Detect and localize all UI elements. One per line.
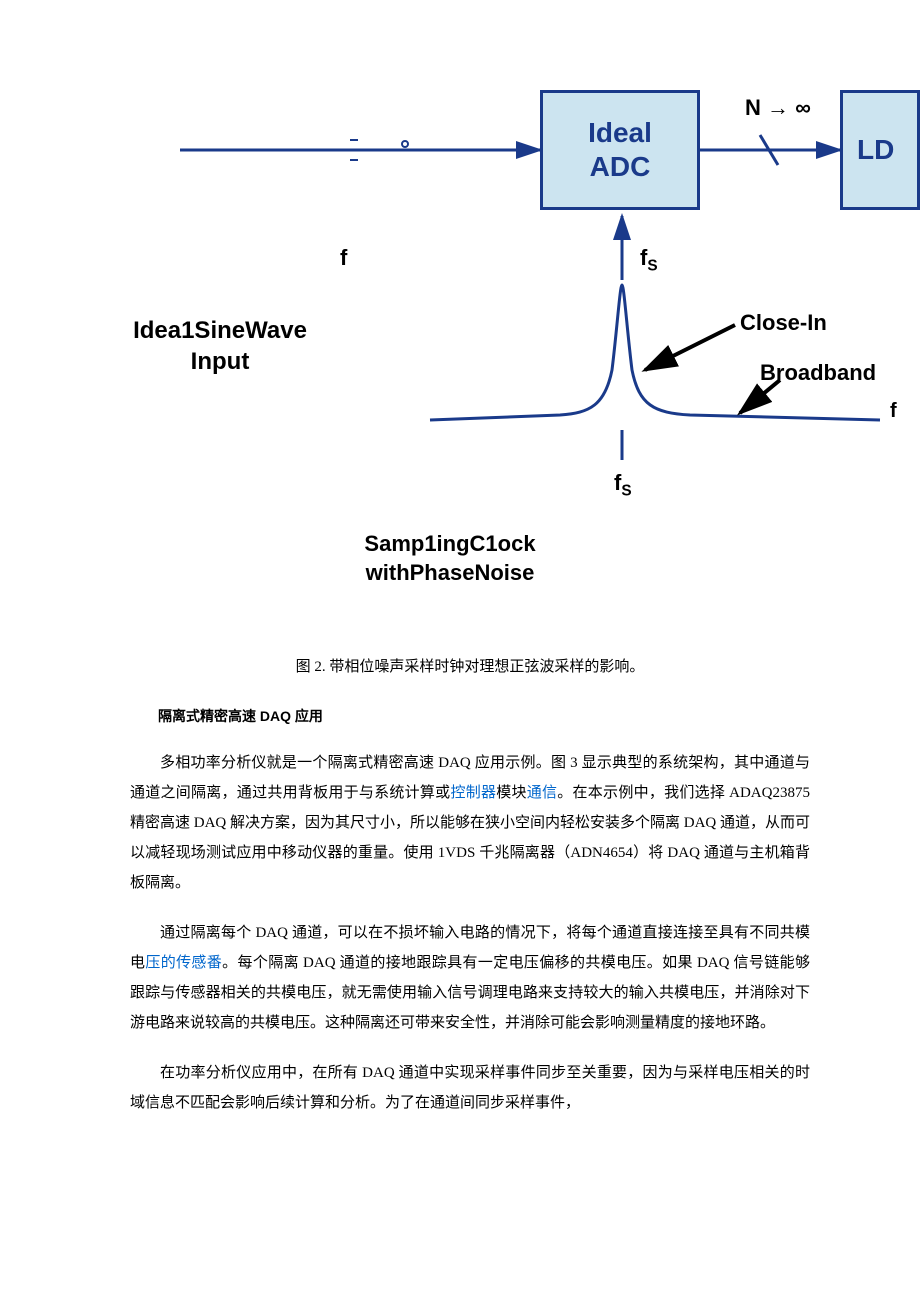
ideal-adc-block: Ideal ADC (540, 90, 700, 210)
para2-text-b: 。每个隔离 DAQ 通道的接地跟踪具有一定电压偏移的共模电压。如果 DAQ 信号… (130, 955, 810, 1031)
ld-block: LD (840, 90, 920, 210)
sampling-clock-label: Samp1ingC1ock withPhaseNoise (320, 530, 580, 587)
sensor-link[interactable]: 压的传感番 (145, 955, 222, 971)
diagram-lines (0, 0, 920, 560)
n-infinity-label: N → ∞ (745, 95, 811, 121)
sine-label-text: Idea1SineWave Input (133, 317, 307, 375)
diagram-figure: Ideal ADC LD N → ∞ f fS fS f Idea1SineWa… (0, 0, 920, 560)
close-in-label: Close-In (740, 310, 827, 336)
section-heading: 隔离式精密高速 DAQ 应用 (158, 706, 810, 726)
fs-bot-sub: S (621, 482, 631, 499)
f-axis-left: f (340, 245, 347, 271)
f-axis-right: f (890, 400, 897, 423)
ideal-sine-input-label: Idea1SineWave Input (110, 315, 330, 377)
paragraph-1: 多相功率分析仪就是一个隔离式精密高速 DAQ 应用示例。图 3 显示典型的系统架… (130, 748, 810, 898)
figure-caption: 图 2. 带相位噪声采样时钟对理想正弦波采样的影响。 (130, 655, 810, 676)
fs-label-bottom: fS (614, 470, 632, 500)
paragraph-3: 在功率分析仪应用中，在所有 DAQ 通道中实现采样事件同步至关重要，因为与采样电… (130, 1058, 810, 1118)
document-body: 图 2. 带相位噪声采样时钟对理想正弦波采样的影响。 隔离式精密高速 DAQ 应… (130, 655, 810, 1138)
fs-top-sub: S (647, 257, 657, 274)
broadband-label: Broadband (760, 360, 876, 386)
sampling-label-text: Samp1ingC1ock withPhaseNoise (364, 531, 535, 585)
fs-label-top: fS (640, 245, 658, 275)
paragraph-2: 通过隔离每个 DAQ 通道，可以在不损坏输入电路的情况下，将每个通道直接连接至具… (130, 918, 810, 1038)
communication-link[interactable]: 通信 (527, 785, 558, 801)
adc-label: Ideal ADC (588, 116, 652, 183)
controller-link[interactable]: 控制器 (450, 785, 496, 801)
ld-label: LD (857, 134, 894, 166)
para1-text-b: 模块 (496, 785, 527, 801)
